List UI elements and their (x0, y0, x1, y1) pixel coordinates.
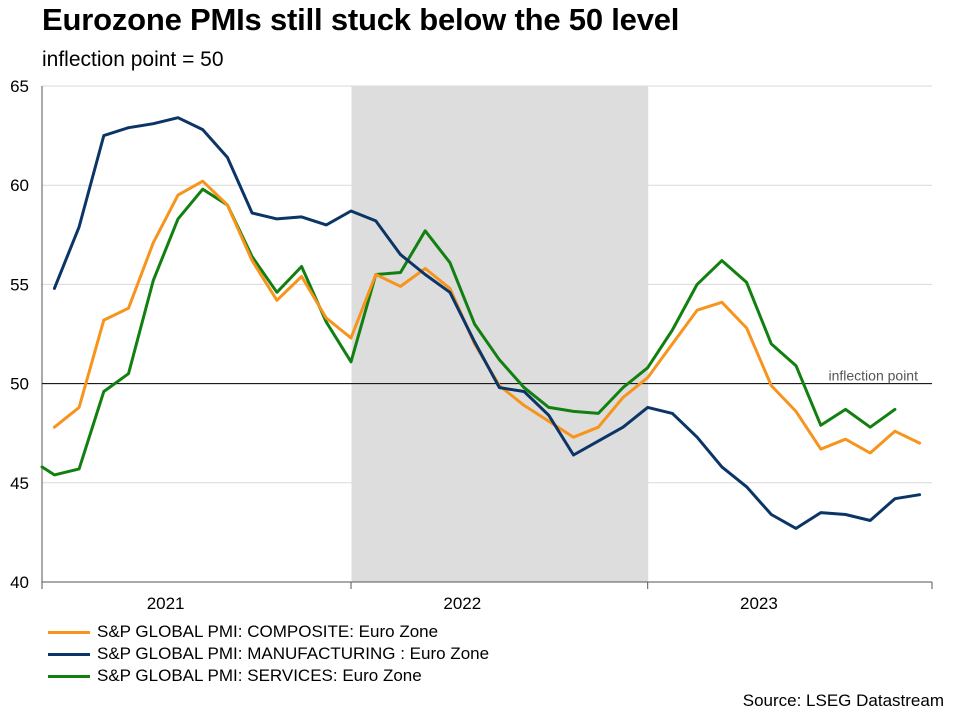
legend-label-services: S&P GLOBAL PMI: SERVICES: Euro Zone (97, 666, 422, 685)
y-tick-label-60: 60 (10, 176, 29, 195)
x-tick-label-2022: 2022 (443, 594, 481, 613)
legend-label-composite: S&P GLOBAL PMI: COMPOSITE: Euro Zone (97, 622, 439, 641)
legend-swatch-services (48, 674, 90, 678)
y-tick-label-50: 50 (10, 375, 29, 394)
legend-label-manufacturing: S&P GLOBAL PMI: MANUFACTURING : Euro Zon… (97, 644, 490, 663)
legend-swatch-composite (48, 630, 90, 634)
series-line-manufacturing (52, 116, 922, 530)
chart-title: Eurozone PMIs still stuck below the 50 l… (42, 2, 680, 37)
y-tick-label-45: 45 (10, 474, 29, 493)
y-tick-label-55: 55 (10, 275, 29, 294)
shaded-period-2022 (351, 86, 649, 582)
source-note: Source: LSEG Datastream (742, 691, 944, 710)
chart-subtitle: inflection point = 50 (42, 48, 224, 71)
y-tick-label-65: 65 (10, 77, 29, 96)
x-tick-label-2023: 2023 (740, 594, 778, 613)
y-tick-label-40: 40 (10, 573, 29, 592)
legend-item-services[interactable]: S&P GLOBAL PMI: SERVICES: Euro Zone (48, 665, 489, 687)
series-layer (40, 116, 922, 530)
shade-layer (351, 86, 649, 582)
legend: S&P GLOBAL PMI: COMPOSITE: Euro Zone S&P… (48, 621, 489, 687)
axis-layer: 40 45 50 55 60 65 2021 2022 2023 (10, 77, 933, 613)
legend-item-composite[interactable]: S&P GLOBAL PMI: COMPOSITE: Euro Zone (48, 621, 489, 643)
legend-item-manufacturing[interactable]: S&P GLOBAL PMI: MANUFACTURING : Euro Zon… (48, 643, 489, 665)
reference-layer: inflection point (42, 368, 932, 385)
reference-line-label: inflection point (828, 368, 918, 384)
series-line-services (40, 187, 897, 477)
legend-swatch-manufacturing (48, 652, 90, 656)
x-tick-label-2021: 2021 (147, 594, 185, 613)
